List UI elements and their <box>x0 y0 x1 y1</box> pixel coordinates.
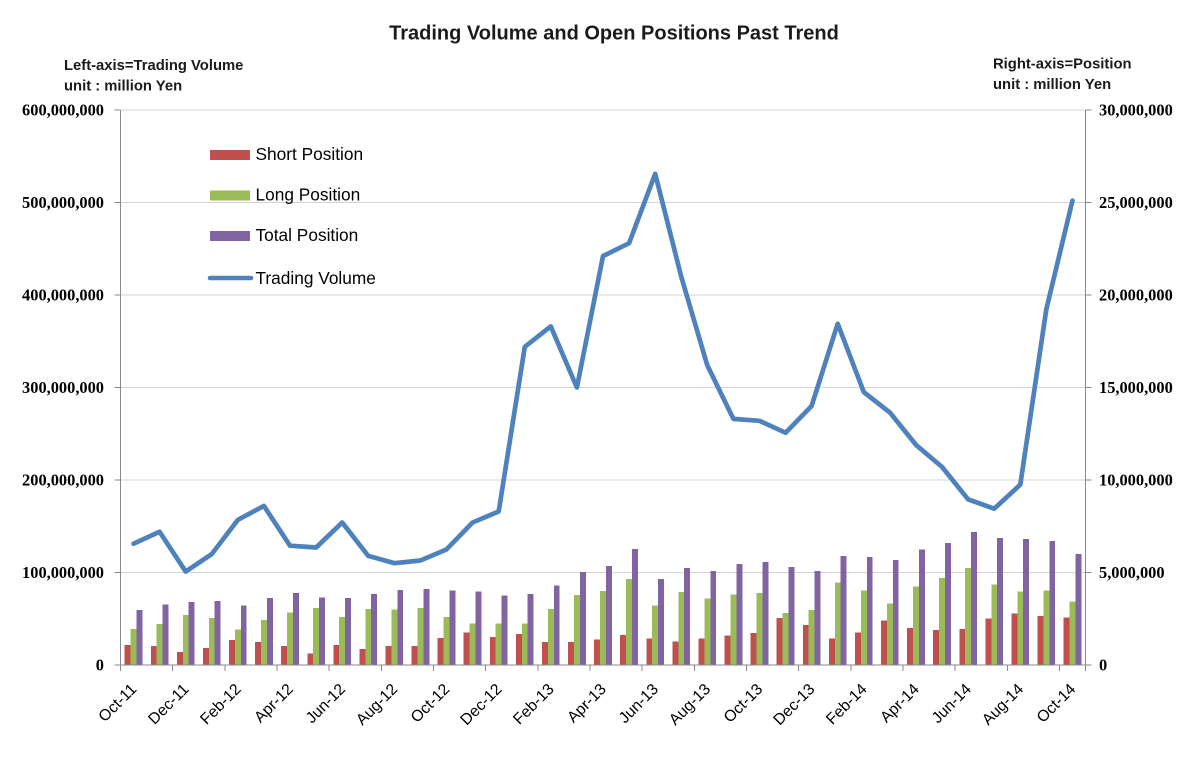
svg-text:10,000,000: 10,000,000 <box>1099 470 1173 489</box>
svg-text:Total Position: Total Position <box>256 225 359 245</box>
svg-text:Left-axis=Trading Volume: Left-axis=Trading Volume <box>64 58 243 74</box>
svg-text:Long Position: Long Position <box>256 185 361 205</box>
svg-text:200,000,000: 200,000,000 <box>22 470 104 489</box>
svg-text:Trading Volume and Open Positi: Trading Volume and Open Positions Past T… <box>389 23 839 45</box>
svg-text:20,000,000: 20,000,000 <box>1099 285 1173 304</box>
svg-text:400,000,000: 400,000,000 <box>22 285 104 304</box>
svg-text:5,000,000: 5,000,000 <box>1099 563 1165 582</box>
svg-text:25,000,000: 25,000,000 <box>1099 193 1173 212</box>
svg-text:300,000,000: 300,000,000 <box>22 378 104 397</box>
svg-text:100,000,000: 100,000,000 <box>22 563 104 582</box>
svg-text:unit : million Yen: unit : million Yen <box>993 77 1111 93</box>
svg-text:0: 0 <box>1099 655 1107 674</box>
svg-text:Short Position: Short Position <box>256 144 364 164</box>
svg-text:0: 0 <box>96 655 104 674</box>
svg-text:15,000,000: 15,000,000 <box>1099 378 1173 397</box>
svg-text:unit : million Yen: unit : million Yen <box>64 79 182 95</box>
svg-text:Trading Volume: Trading Volume <box>256 268 376 288</box>
svg-text:30,000,000: 30,000,000 <box>1099 100 1173 119</box>
svg-text:600,000,000: 600,000,000 <box>22 100 104 119</box>
svg-text:500,000,000: 500,000,000 <box>22 193 104 212</box>
svg-text:Right-axis=Position: Right-axis=Position <box>993 57 1132 73</box>
